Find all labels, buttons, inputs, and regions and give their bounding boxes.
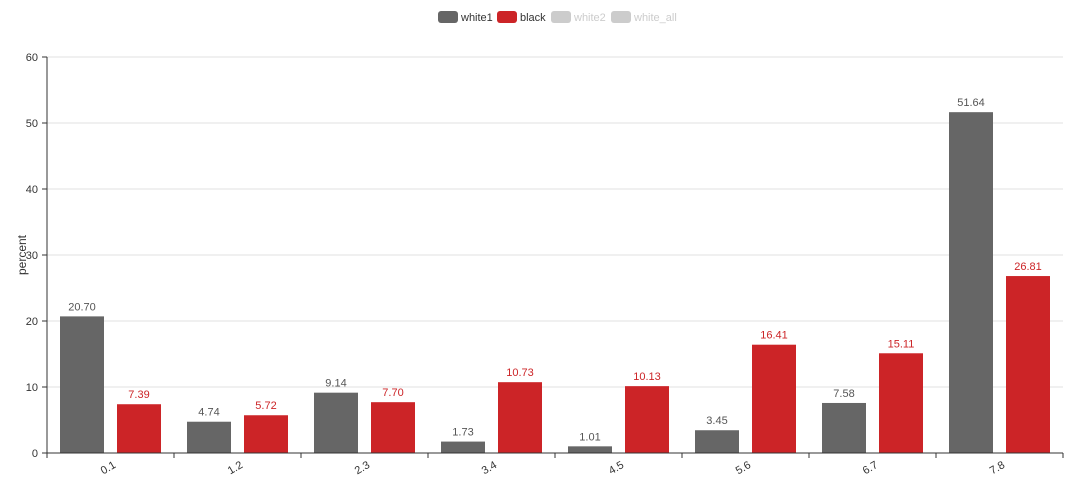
legend-label-white_all[interactable]: white_all [633,12,677,24]
x-tick-label: 6.7 [861,459,880,477]
legend-swatch-black[interactable] [497,11,517,23]
bar-white1[interactable] [568,446,612,453]
y-axis-label: percent [15,234,29,275]
data-label-black: 26.81 [1014,261,1042,273]
y-tick-label: 0 [32,448,38,460]
y-tick-label: 10 [26,382,38,394]
x-tick-label: 3.4 [480,459,499,477]
bars: 20.70 7.39 4.74 5.72 9.14 7.70 1.73 10.73 1.01 10… [60,97,1050,454]
data-label-black: 16.41 [760,330,788,342]
bar-black[interactable] [498,382,542,453]
data-label-white1: 1.73 [452,427,473,439]
legend-swatch-white2[interactable] [551,11,571,23]
data-label-black: 7.70 [382,387,403,399]
bar-black[interactable] [244,415,288,453]
data-label-white1: 20.70 [68,301,96,313]
x-tick-label: 2.3 [353,459,372,477]
x-tick-label: 4.5 [607,459,626,477]
y-tick-label: 60 [26,52,38,64]
y-tick-label: 40 [26,184,38,196]
bar-black[interactable] [625,386,669,453]
data-label-white1: 1.01 [579,431,600,443]
bar-white1[interactable] [695,430,739,453]
bar-white1[interactable] [187,421,231,453]
y-tick-label: 50 [26,118,38,130]
bar-black[interactable] [752,344,796,453]
bar-white1[interactable] [441,441,485,453]
legend-swatch-white_all[interactable] [611,11,631,23]
bar-white1[interactable] [949,112,993,454]
legend-label-white2[interactable]: white2 [573,12,606,24]
bar-black[interactable] [879,353,923,453]
x-tick-label: 0.1 [99,459,118,477]
x-tick-label: 7.8 [988,459,1007,477]
data-label-white1: 3.45 [706,415,727,427]
legend-swatch-white1[interactable] [438,11,458,23]
data-label-white1: 9.14 [325,378,346,390]
data-label-black: 5.72 [255,400,276,412]
bar-white1[interactable] [822,402,866,453]
data-label-black: 7.39 [128,389,149,401]
x-tick-label: 5.6 [734,459,753,477]
y-tick-label: 20 [26,316,38,328]
data-label-white1: 4.74 [198,407,219,419]
bar-black[interactable] [371,402,415,453]
legend-label-black[interactable]: black [520,12,546,24]
y-tick-label: 30 [26,250,38,262]
legend-label-white1[interactable]: white1 [460,12,493,24]
bar-white1[interactable] [314,392,358,453]
data-label-black: 10.13 [633,371,661,383]
data-label-white1: 7.58 [833,388,854,400]
x-tick-label: 1.2 [226,459,245,477]
data-label-white1: 51.64 [957,97,985,109]
bar-black[interactable] [1006,276,1050,453]
data-label-black: 15.11 [888,338,915,350]
data-label-black: 10.73 [506,367,534,379]
bar-white1[interactable] [60,316,104,453]
bar-black[interactable] [117,404,161,453]
legend: white1 black white2 white_all [438,11,677,24]
